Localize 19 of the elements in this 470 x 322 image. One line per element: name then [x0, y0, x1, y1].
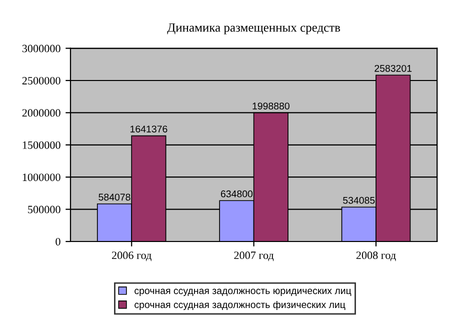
legend-label: срочная ссудная задолжность юридических лиц	[134, 288, 352, 296]
data-label: 634800	[220, 190, 253, 198]
data-label: 1998880	[252, 102, 290, 110]
x-tick-label: 2006 год	[112, 252, 152, 262]
data-label: 584078	[98, 194, 130, 201]
x-tick-label: 2008 год	[356, 252, 396, 262]
y-tick-label: 3000000	[22, 44, 60, 52]
y-tick-label: 2000000	[22, 109, 60, 117]
y-tick-label: 1000000	[22, 174, 60, 182]
chart-title: Динамика размещенных средств	[167, 23, 340, 34]
data-label: 1641376	[130, 126, 168, 132]
data-label: 534085	[343, 196, 375, 204]
legend-label: срочная ссудная задолжность физических лиц	[134, 300, 346, 310]
y-tick-label: 2500000	[22, 76, 60, 84]
y-tick-label: 0	[56, 238, 60, 246]
y-tick-label: 1500000	[22, 141, 60, 149]
data-label: 2583201	[374, 64, 412, 72]
y-tick-label: 500000	[28, 206, 60, 214]
x-tick-label: 2007 год	[234, 252, 274, 262]
